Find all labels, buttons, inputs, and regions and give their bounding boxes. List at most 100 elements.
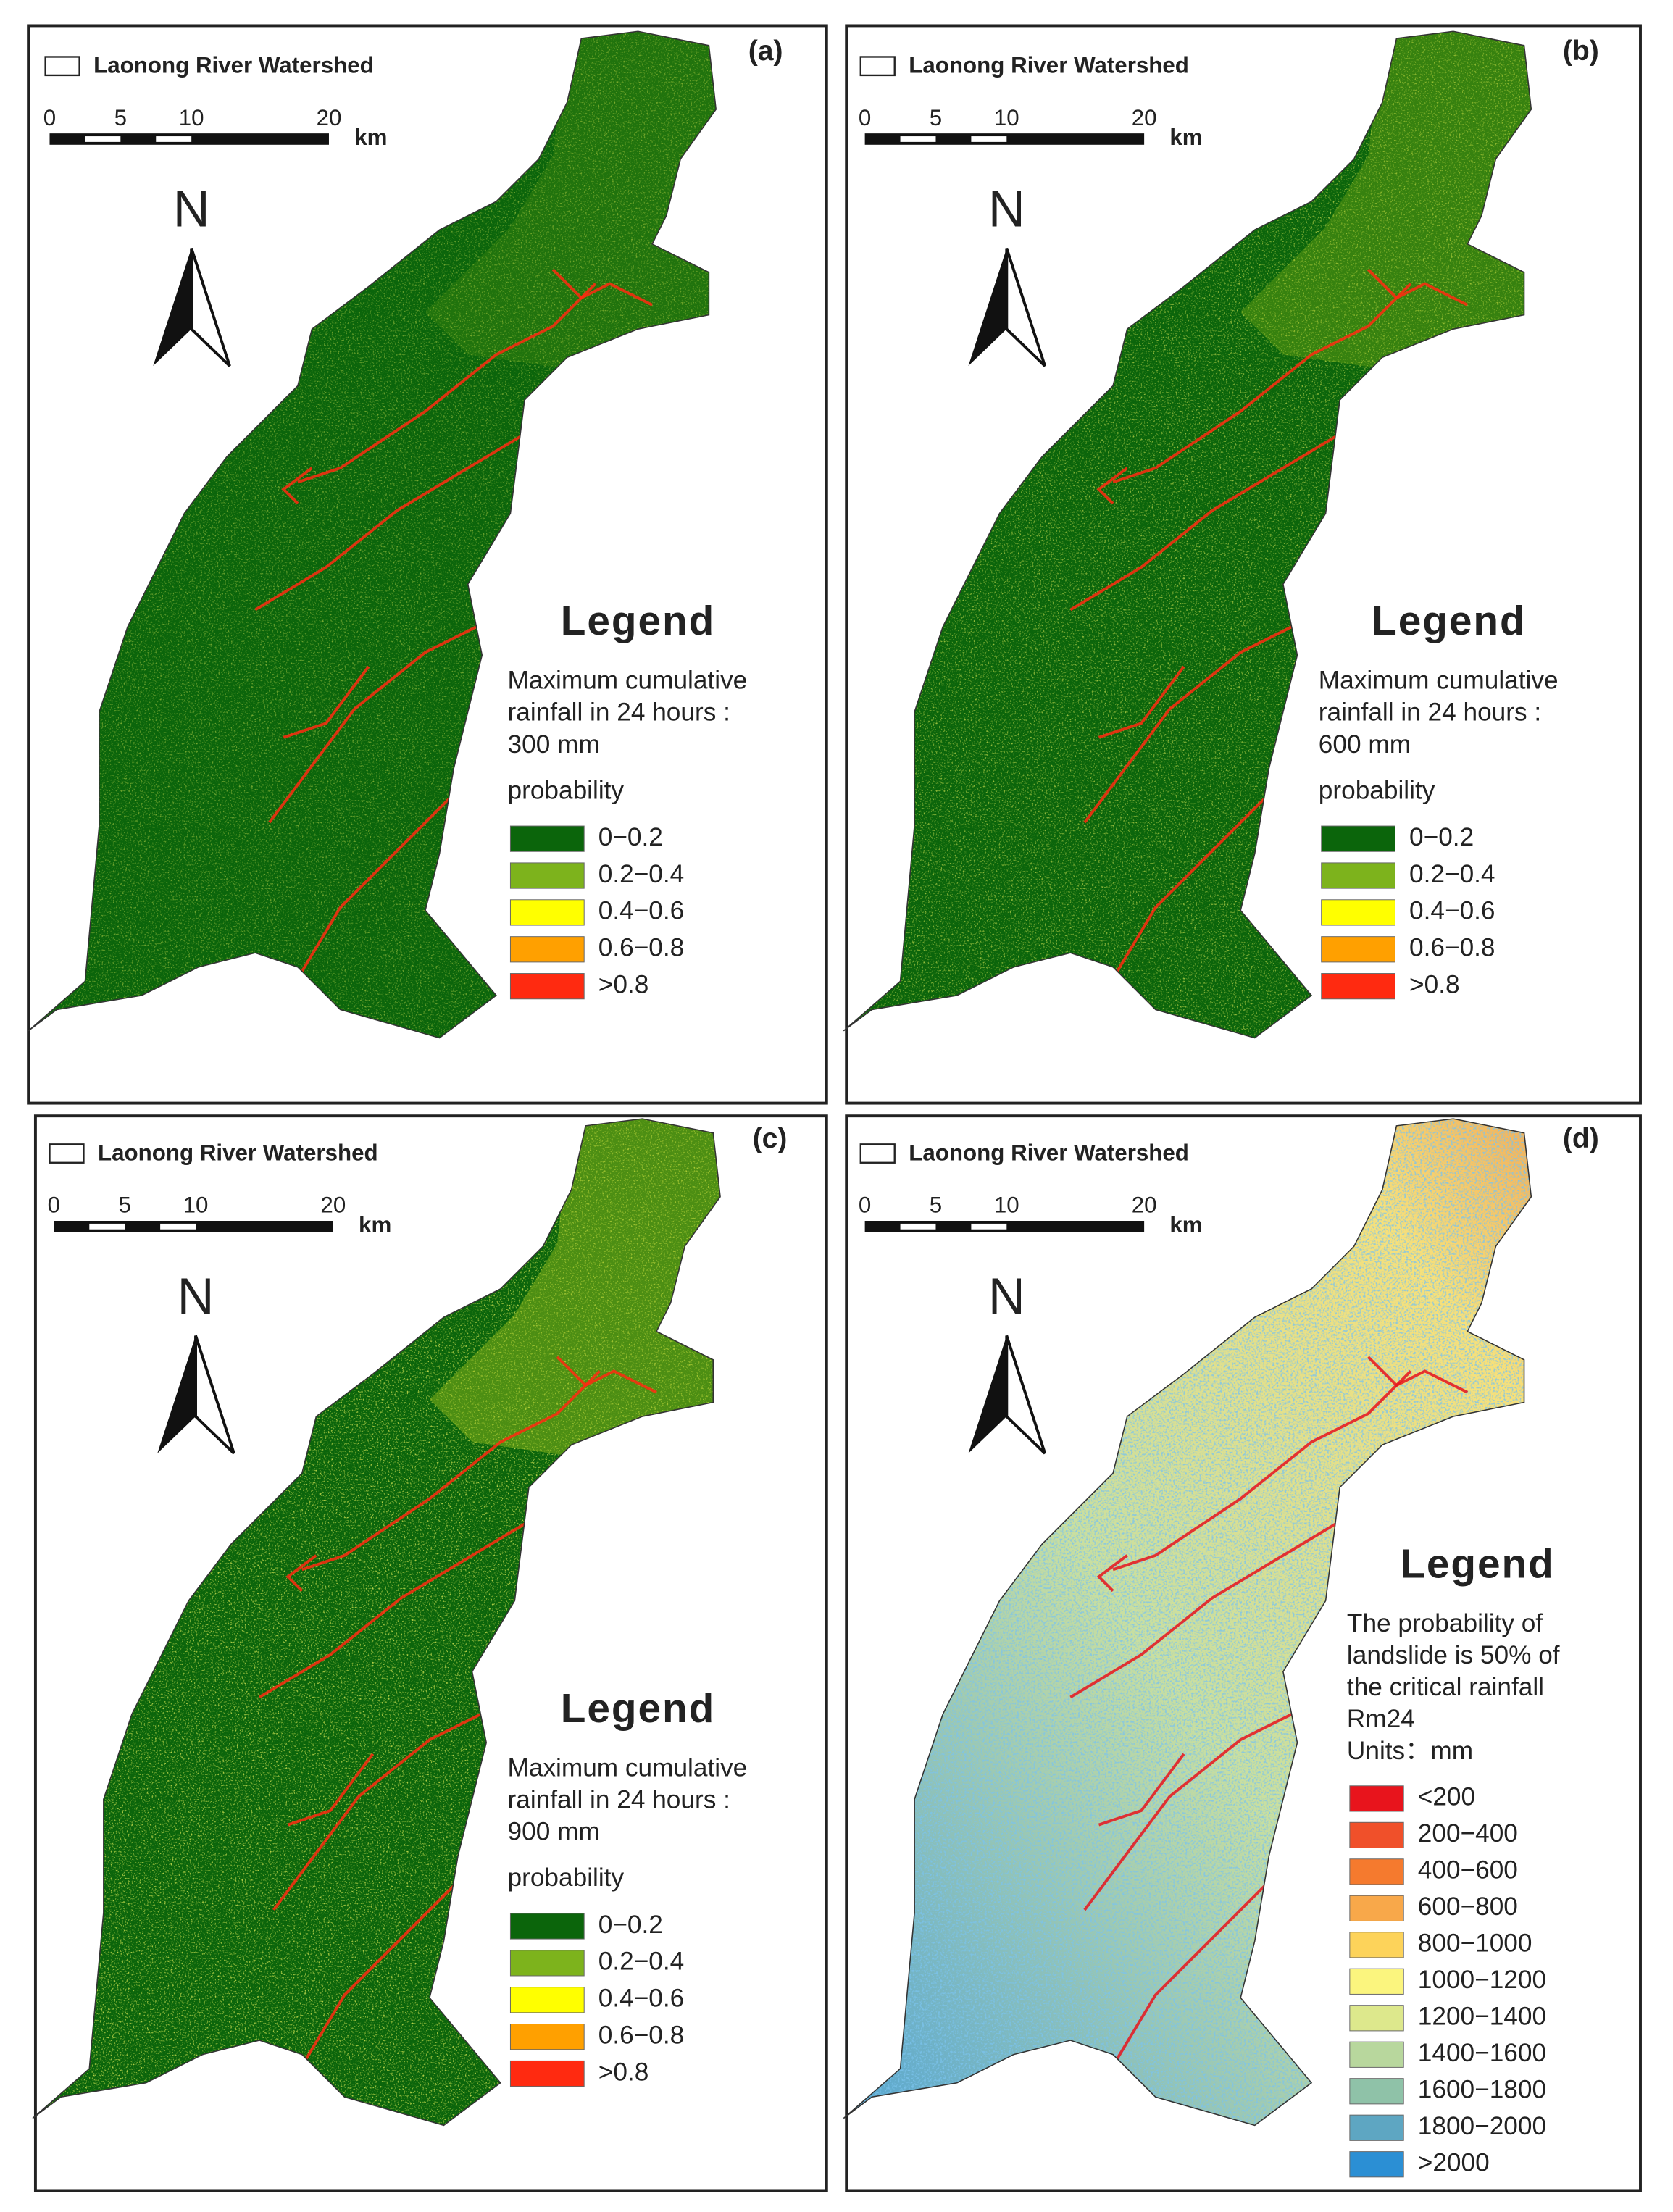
legend-description: 600 mm — [1319, 730, 1411, 759]
legend-item-label: 0−0.2 — [598, 823, 663, 851]
scale-label: 0 — [43, 105, 56, 130]
river — [297, 283, 597, 484]
scale-unit: km — [354, 125, 387, 150]
legend-swatch — [1349, 1895, 1404, 1921]
legend-description: Maximum cumulative — [1319, 667, 1559, 695]
legend-item-label: 1600−1800 — [1418, 2076, 1546, 2104]
scale-label: 20 — [1132, 1193, 1157, 1218]
legend-swatch — [1349, 2114, 1404, 2141]
legend-swatch — [1349, 1968, 1404, 1995]
legend-item-label: >0.8 — [1409, 970, 1460, 998]
river — [551, 268, 653, 306]
legend-item-label: 0.2−0.4 — [598, 1948, 685, 1976]
legend-description: 300 mm — [508, 730, 600, 759]
upper-zone — [1240, 31, 1532, 369]
legend-swatch — [509, 1913, 585, 1940]
scale-unit: km — [1169, 125, 1202, 150]
river — [1096, 467, 1128, 505]
legend-description: the critical rainfall — [1347, 1673, 1544, 1701]
panel: Laonong River Watershed (b) 0 5 10 20 km N Legen… — [843, 30, 1599, 1039]
legend-item-label: >0.8 — [598, 2058, 649, 2086]
scale-segment — [160, 1223, 196, 1230]
legend-swatch — [509, 1950, 585, 1977]
legend-item-label: 0−0.2 — [598, 1911, 663, 1939]
legend-swatch — [1349, 1858, 1404, 1885]
river — [1069, 424, 1355, 612]
panel-label: (d) — [1563, 1123, 1599, 1154]
legend-item-label: 600−800 — [1418, 1892, 1518, 1921]
legend-description: 900 mm — [508, 1818, 600, 1846]
river — [1367, 268, 1469, 306]
legend-description: rainfall in 24 hours : — [508, 1786, 730, 1814]
legend-swatch — [509, 2024, 585, 2050]
river — [1096, 1554, 1128, 1593]
legend-swatch — [509, 2060, 585, 2087]
legend-item-label: 0.6−0.8 — [1409, 934, 1495, 962]
legend-swatch — [509, 862, 585, 889]
legend-swatch — [1349, 2005, 1404, 2032]
legend-swatch — [1321, 973, 1395, 1000]
scale-segment — [971, 1223, 1007, 1230]
scale-label: 0 — [859, 1193, 871, 1218]
scale-label: 20 — [1132, 105, 1157, 130]
scale-label: 5 — [118, 1193, 130, 1218]
watershed-outline — [843, 1118, 1532, 2127]
river — [1112, 283, 1412, 484]
river — [1098, 665, 1185, 739]
legend-swatch — [509, 825, 585, 852]
legend-swatch — [1321, 936, 1395, 963]
legend-title: Legend — [1400, 1541, 1554, 1587]
watershed-icon — [44, 56, 80, 77]
river — [301, 1370, 601, 1572]
legend-item-label: 0.4−0.6 — [1409, 897, 1495, 925]
river — [287, 1753, 375, 1827]
legend-item-label: 0.4−0.6 — [598, 1984, 685, 2013]
river — [281, 467, 313, 505]
legend-item-label: 0.6−0.8 — [598, 934, 685, 962]
legend-item-label: 400−600 — [1418, 1856, 1518, 1885]
scale-label: 5 — [114, 105, 127, 130]
legend-swatch — [1349, 1932, 1404, 1958]
panel-label: (c) — [753, 1123, 788, 1154]
north-arrow-left — [968, 248, 1007, 367]
panel-frame — [845, 1114, 1642, 2192]
scale-label: 5 — [930, 1193, 942, 1218]
panel: Laonong River Watershed (d) 0 5 10 20 km N Legen… — [843, 1118, 1599, 2178]
legend-title: Legend — [561, 598, 715, 644]
legend-swatch — [1349, 1785, 1404, 1812]
legend-subtitle: probability — [1319, 776, 1435, 804]
legend-item-label: 800−1000 — [1418, 1929, 1532, 1958]
legend-item-label: 0.4−0.6 — [598, 897, 685, 925]
north-label: N — [173, 180, 210, 237]
legend-subtitle: probability — [508, 1863, 625, 1892]
river — [283, 665, 370, 739]
watershed-outline — [28, 30, 717, 1039]
panel-frame — [33, 1114, 828, 2192]
legend-swatch — [1349, 2151, 1404, 2178]
legend-description: landslide is 50% of — [1347, 1641, 1560, 1669]
watershed-label: Laonong River Watershed — [909, 1140, 1189, 1165]
river — [254, 424, 540, 612]
legend-description: Units：mm — [1347, 1737, 1473, 1765]
legend-title: Legend — [1372, 598, 1526, 644]
legend-item-label: <200 — [1418, 1783, 1475, 1811]
legend-item-label: 0−0.2 — [1409, 823, 1474, 851]
watershed-label: Laonong River Watershed — [98, 1140, 378, 1165]
river — [1098, 1753, 1185, 1827]
watershed-outline — [32, 1118, 721, 2127]
watershed-icon — [859, 1143, 896, 1164]
river — [1111, 1880, 1270, 2067]
watershed-icon — [49, 1143, 85, 1164]
legend-item-label: >0.8 — [598, 970, 649, 998]
river — [296, 793, 455, 980]
panel-label: (b) — [1563, 36, 1599, 67]
legend-item-label: 1000−1200 — [1418, 1966, 1546, 1994]
north-arrow-right — [190, 248, 231, 367]
watershed-label: Laonong River Watershed — [93, 52, 374, 78]
legend-swatch — [1321, 899, 1395, 926]
panel-frame — [27, 24, 828, 1105]
scale-segment — [156, 136, 192, 142]
legend-item-label: 0.2−0.4 — [1409, 860, 1495, 888]
panel: Laonong River Watershed (a) 0 5 10 20 km N Legen… — [28, 30, 783, 1039]
legend-swatch — [509, 973, 585, 1000]
